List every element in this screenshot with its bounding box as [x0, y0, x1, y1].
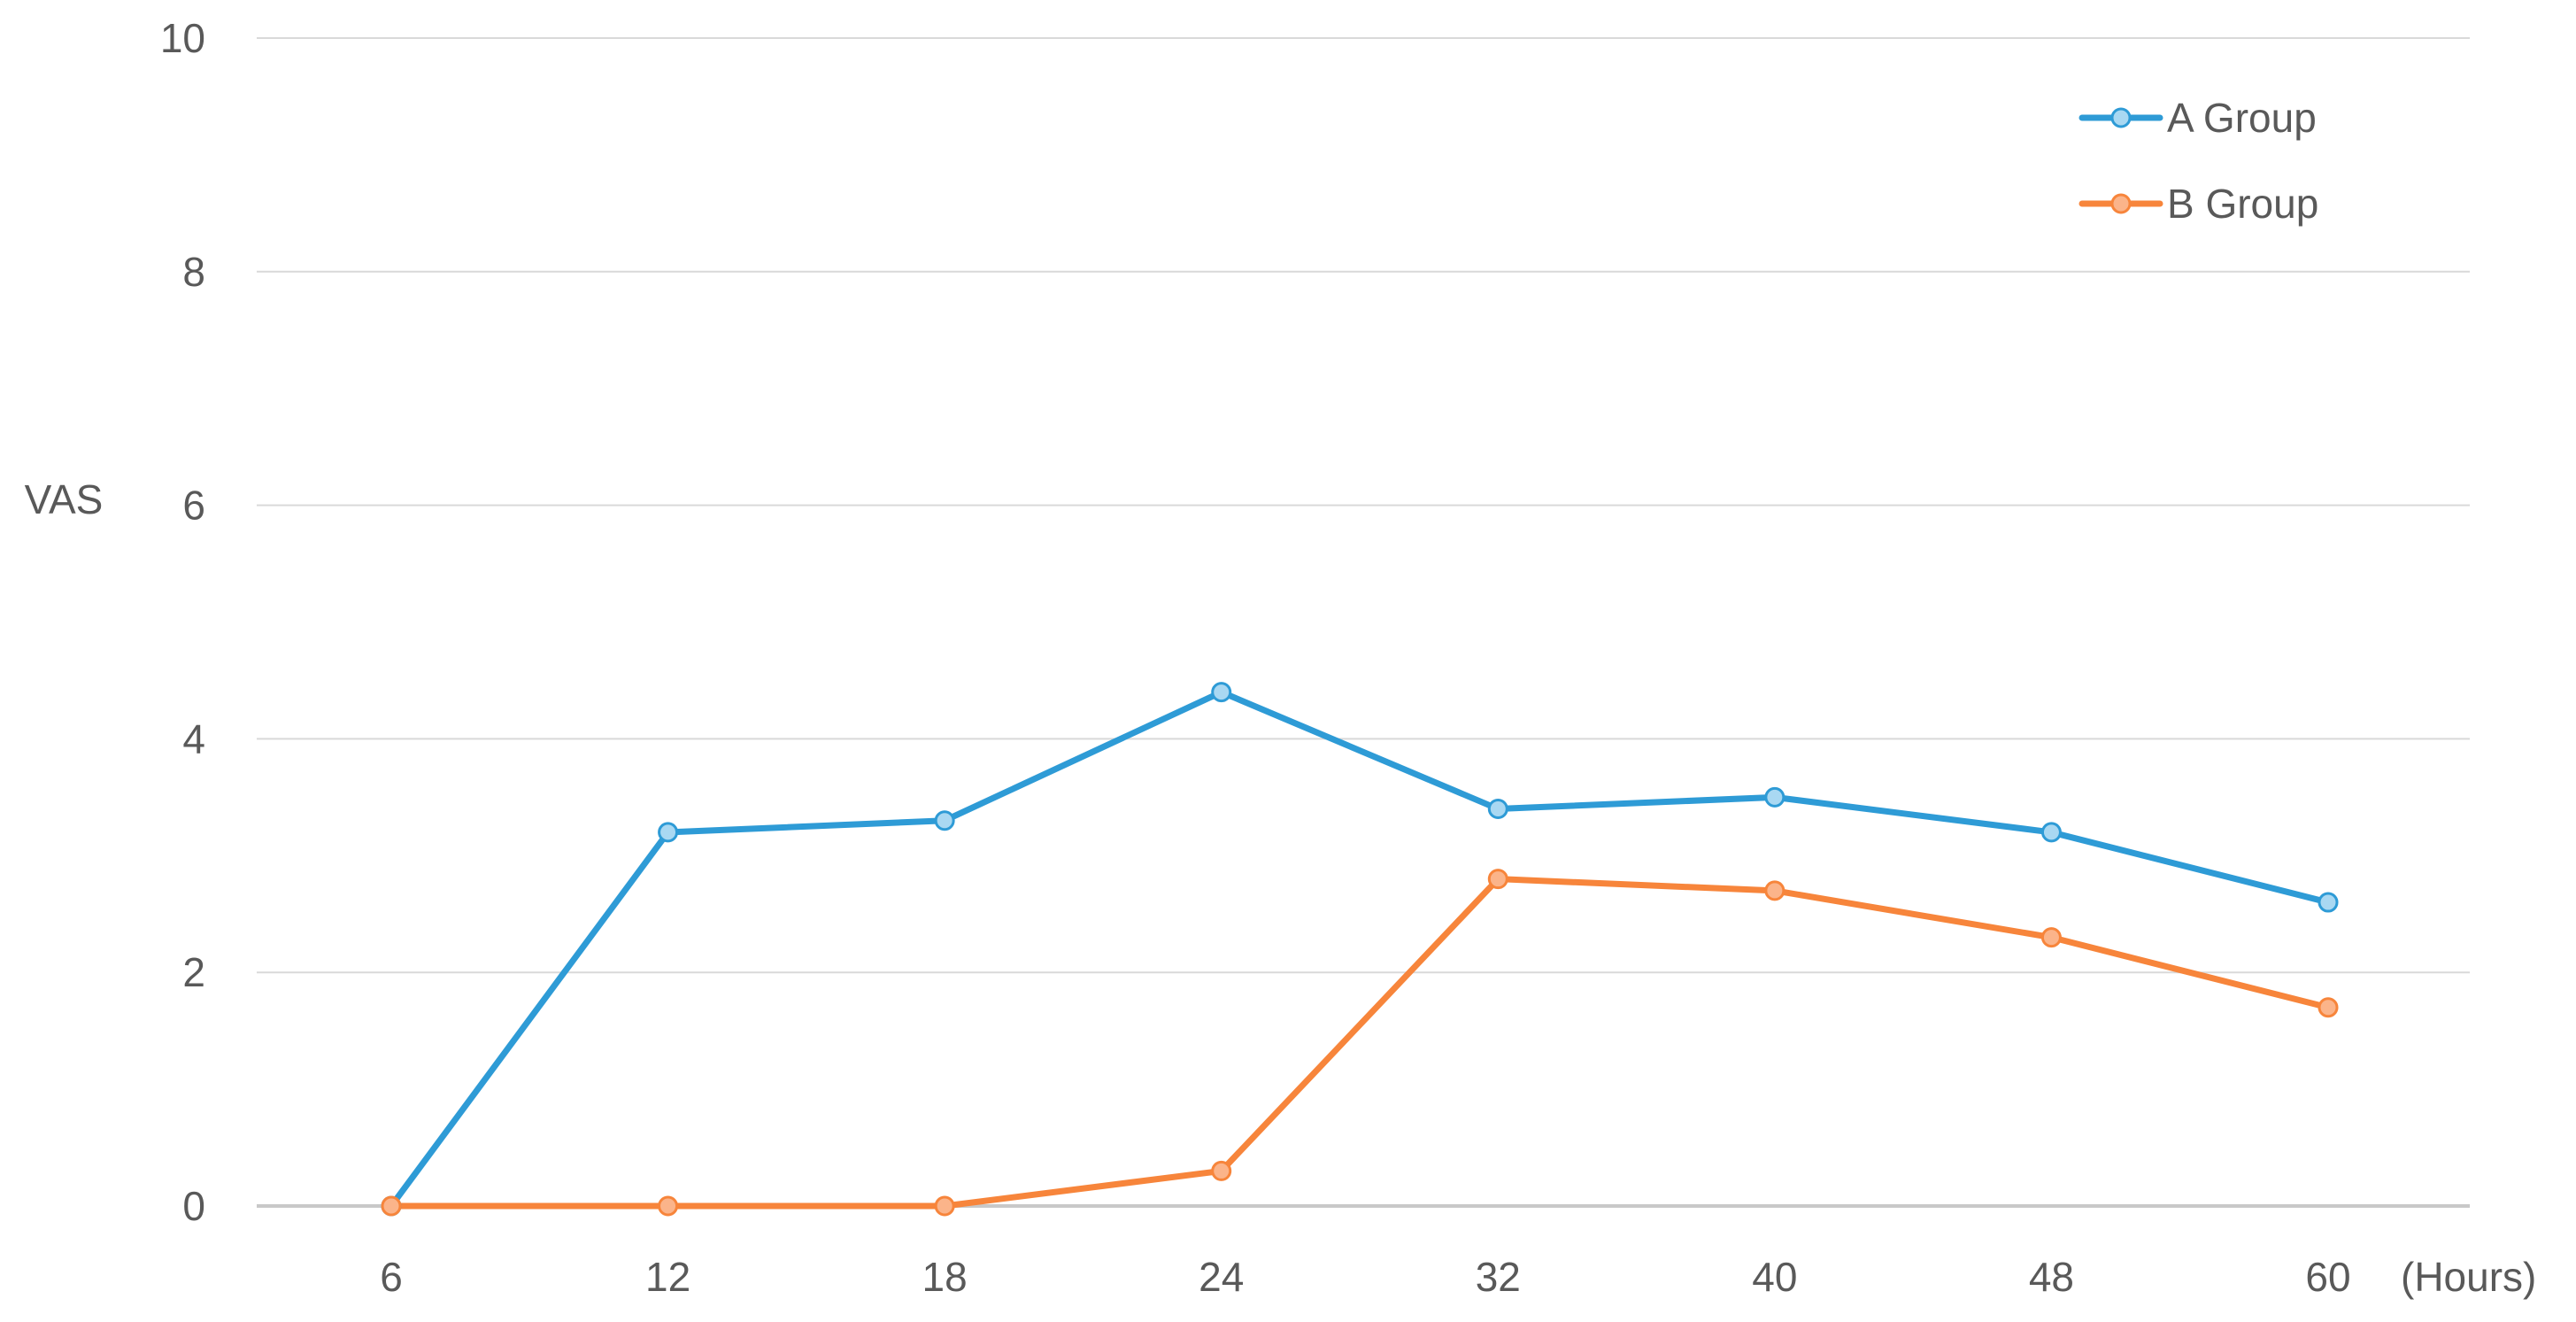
y-tick-label: 8	[182, 249, 205, 295]
data-point-a-group	[1764, 786, 1785, 808]
data-point-a-group	[658, 822, 679, 843]
data-point-a-group	[934, 810, 955, 831]
y-tick-label: 0	[182, 1183, 205, 1229]
y-tick-label: 4	[182, 715, 205, 762]
series-line-b-group	[388, 876, 2332, 1210]
series-lines	[381, 682, 2339, 1217]
data-point-b-group	[1487, 869, 1508, 890]
y-tick-label: 2	[182, 949, 205, 995]
legend: A Group B Group	[2079, 95, 2318, 227]
legend-label-b-group: B Group	[2167, 181, 2318, 227]
y-tick-label: 6	[182, 483, 205, 529]
data-point-b-group	[381, 1195, 402, 1217]
x-tick-label: 12	[645, 1254, 690, 1300]
legend-marker-a-group	[2110, 107, 2132, 128]
x-axis-unit-label: (Hours)	[2401, 1254, 2536, 1300]
x-tick-label: 60	[2305, 1254, 2350, 1300]
data-point-b-group	[2040, 927, 2062, 948]
data-point-b-group	[1764, 880, 1785, 901]
data-point-b-group	[1211, 1160, 1232, 1181]
data-point-b-group	[658, 1195, 679, 1217]
data-point-a-group	[2318, 892, 2339, 913]
data-point-a-group	[1487, 799, 1508, 820]
x-tick-label: 32	[1476, 1254, 1521, 1300]
data-point-b-group	[934, 1195, 955, 1217]
x-tick-label: 18	[922, 1254, 968, 1300]
legend-marker-b-group	[2110, 193, 2132, 214]
x-tick-label: 6	[380, 1254, 403, 1300]
y-axis-title: VAS	[25, 476, 104, 522]
gridlines	[257, 37, 2470, 974]
legend-label-a-group: A Group	[2167, 95, 2317, 141]
series-line-a-group	[388, 689, 2332, 1210]
x-tick-label: 48	[2029, 1254, 2074, 1300]
x-tick-label: 24	[1199, 1254, 1244, 1300]
x-tick-label: 40	[1752, 1254, 1797, 1300]
data-point-b-group	[2318, 997, 2339, 1018]
y-tick-label: 10	[160, 15, 205, 61]
data-point-a-group	[1211, 682, 1232, 703]
data-point-a-group	[2040, 822, 2062, 843]
